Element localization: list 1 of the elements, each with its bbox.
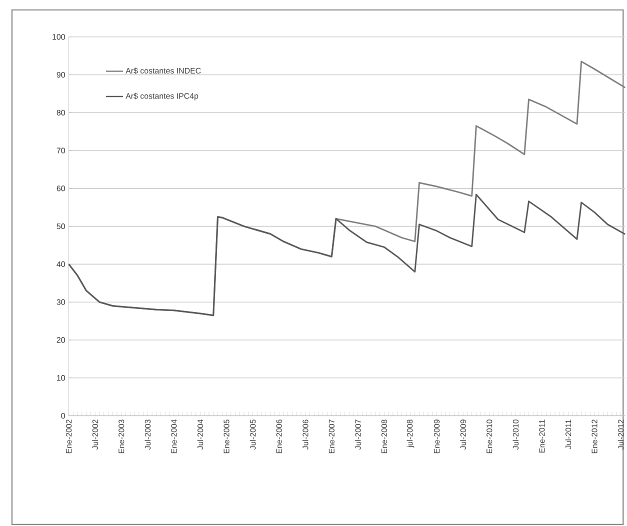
line-series <box>68 194 626 316</box>
